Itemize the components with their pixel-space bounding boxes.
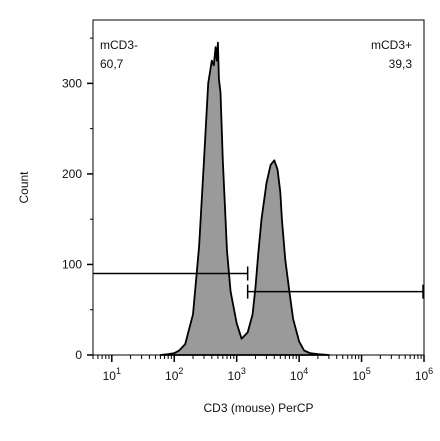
- x-tick-label: 101: [103, 366, 121, 383]
- gate-1: mCD3- 60,7: [93, 38, 249, 281]
- gate-layer: mCD3- 60,7 mCD3+ 39,3: [93, 38, 424, 299]
- x-tick-label: 103: [227, 366, 245, 383]
- x-tick-label: 104: [290, 366, 308, 383]
- gate-percent: 60,7: [100, 57, 124, 71]
- gate-2: mCD3+ 39,3: [246, 38, 424, 299]
- y-axis-ticks: 0 100 200 300: [62, 37, 93, 362]
- gate-name: mCD3+: [371, 38, 412, 52]
- histogram-area: [159, 41, 330, 356]
- x-axis-title: CD3 (mouse) PerCP: [203, 401, 313, 415]
- y-tick-label: 0: [75, 348, 82, 362]
- x-tick-label: 102: [165, 366, 183, 383]
- y-axis-title: Count: [17, 171, 31, 204]
- x-tick-label: 106: [415, 366, 433, 383]
- y-tick-label: 100: [62, 257, 82, 271]
- gate-percent: 39,3: [389, 57, 413, 71]
- x-axis-ticks: 101 102 103 104 105 106: [92, 355, 433, 383]
- y-tick-label: 300: [62, 76, 82, 90]
- x-tick-label: 105: [352, 366, 370, 383]
- y-tick-label: 200: [62, 167, 82, 181]
- series-layer: [159, 41, 330, 356]
- gate-name: mCD3-: [100, 38, 138, 52]
